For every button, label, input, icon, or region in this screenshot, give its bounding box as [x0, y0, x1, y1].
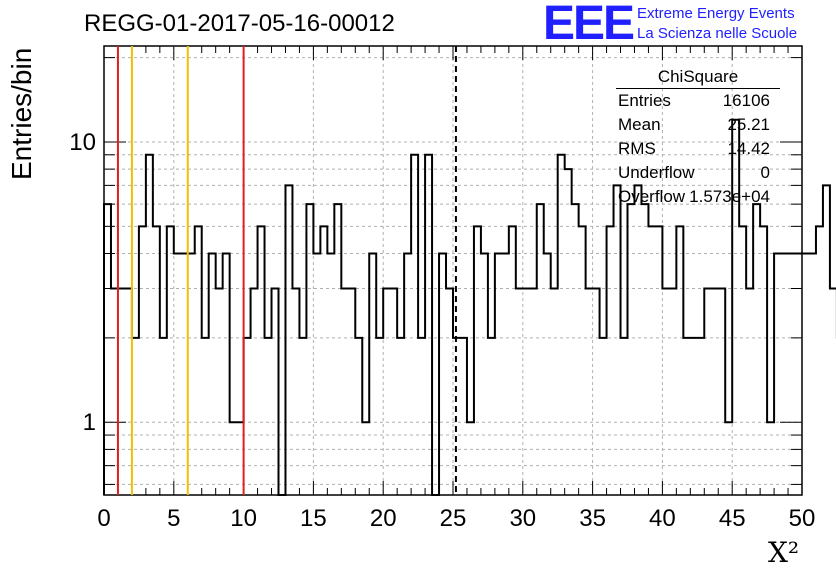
run-title: REGG-01-2017-05-16-00012 — [84, 10, 395, 37]
histogram-series — [103, 118, 836, 496]
logo-line-2: La Scienza nelle Scuole — [637, 25, 798, 42]
stats-row-entries: Entries 16106 — [610, 89, 776, 113]
stats-row-overflow: Overflow 1.573e+04 — [610, 185, 776, 209]
y-tick-label: 1 — [83, 409, 96, 436]
x-tick-label: 35 — [579, 505, 606, 532]
x-tick-label: 40 — [649, 505, 676, 532]
stats-value: 1.573e+04 — [689, 187, 770, 206]
x-tick-label: 5 — [167, 505, 180, 532]
stats-value: 14.42 — [727, 139, 770, 158]
stats-key: Mean — [618, 115, 661, 134]
x-tick-label: 10 — [230, 505, 257, 532]
x-tick-label: 25 — [440, 505, 467, 532]
eee-logo: EEE — [543, 0, 635, 50]
histogram-step-line — [103, 118, 836, 496]
marker-lines — [116, 46, 457, 495]
logo-line-1: Extreme Energy Events — [637, 5, 795, 22]
stats-row-rms: RMS 14.42 — [610, 137, 776, 161]
stats-row-mean: Mean 25.21 — [610, 113, 776, 137]
logo-caption: Extreme Energy Events La Scienza nelle S… — [637, 4, 797, 44]
x-tick-label: 30 — [509, 505, 536, 532]
x-tick-label: 50 — [789, 505, 816, 532]
stats-value: 0 — [760, 163, 770, 182]
x-tick-label: 15 — [300, 505, 327, 532]
stats-key: Entries — [618, 91, 671, 110]
stats-key: Underflow — [618, 163, 695, 182]
x-axis-label: X² — [768, 536, 800, 569]
stats-key: Overflow — [618, 187, 686, 206]
x-tick-label: 20 — [370, 505, 397, 532]
stats-box: ChiSquare Entries 16106 Mean 25.21 RMS 1… — [610, 66, 780, 209]
x-tick-labels: 0 5 10 15 20 25 30 35 40 45 50 — [97, 505, 815, 532]
y-tick-labels: 1 10 — [69, 129, 96, 436]
x-tick-label: 45 — [719, 505, 746, 532]
stats-title: ChiSquare — [616, 66, 780, 89]
y-axis-label: Entries/bin — [6, 47, 37, 180]
stats-value: 16106 — [722, 91, 770, 110]
stats-row-underflow: Underflow 0 — [610, 161, 776, 185]
stats-key: RMS — [618, 139, 656, 158]
y-tick-label: 10 — [69, 129, 96, 156]
stats-value: 25.21 — [727, 115, 770, 134]
x-tick-label: 0 — [97, 505, 110, 532]
